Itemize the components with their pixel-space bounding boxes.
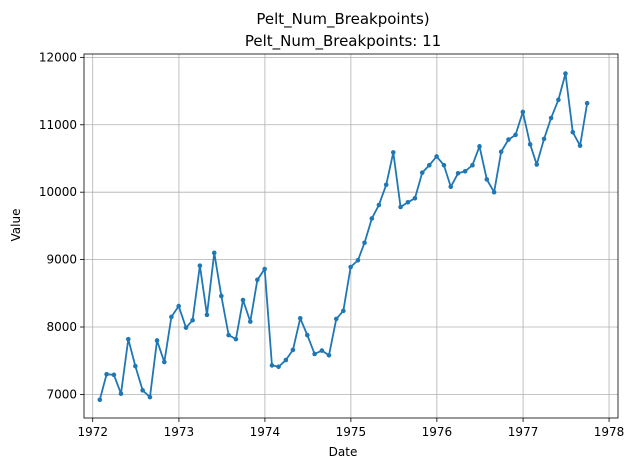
data-point [290,347,296,353]
data-point [269,363,275,368]
data-point [584,100,590,106]
chart-title: Pelt_Num_Breakpoints) [256,10,429,29]
y-tick-label: 9000 [46,253,77,267]
plot-frame [83,53,619,419]
y-axis-label: Value [9,209,23,242]
x-tick-label: 1977 [508,425,539,439]
series-line [98,72,589,401]
data-point [556,97,561,103]
data-point [348,264,353,270]
data-point [506,137,511,142]
data-point [355,257,361,263]
data-point [498,149,504,155]
data-point [570,129,576,135]
data-point [312,351,317,357]
data-point [577,143,583,148]
data-point [154,338,160,343]
data-point [376,202,382,208]
data-point [133,363,138,369]
data-point [140,388,145,393]
data-point [262,266,267,272]
x-axis-label: Date [329,445,358,459]
data-point [104,371,109,377]
data-point [484,177,490,182]
data-point [390,150,396,155]
y-tick-label: 7000 [46,387,77,401]
data-point [548,115,554,121]
x-tick-label: 1975 [336,425,367,439]
y-tick-label: 8000 [46,320,77,334]
data-point [326,353,332,358]
data-point [319,348,325,353]
data-point [226,332,231,338]
data-point [405,200,411,205]
data-point [162,359,167,365]
x-axis-ticks: 1972 1973 1974 1975 1976 1977 1978 [77,418,624,439]
data-point [462,168,468,174]
data-point [305,332,310,338]
data-point [197,263,203,268]
data-point [563,71,568,76]
x-tick-label: 1976 [422,425,453,439]
data-point [419,170,425,175]
x-tick-label: 1972 [77,425,108,439]
data-point [534,162,540,167]
y-tick-label: 10000 [39,185,77,199]
data-point [125,336,131,342]
data-point [276,364,281,370]
data-point [398,204,403,210]
data-point [219,293,224,299]
data-point [297,315,303,321]
data-point [111,372,117,378]
data-point [190,317,195,323]
data-point [513,132,518,138]
y-tick-label: 11000 [39,118,77,132]
series-value [97,71,590,403]
data-point [183,325,189,330]
x-tick-label: 1973 [164,425,195,439]
data-point [520,109,526,115]
data-point [204,312,210,318]
data-point [118,391,124,397]
data-point [333,316,339,322]
data-point [369,216,375,221]
data-point [412,195,418,201]
data-point [427,162,432,168]
data-point [477,144,482,149]
data-point [455,171,461,176]
x-tick-label: 1974 [250,425,281,439]
data-point [448,184,454,190]
data-point [541,136,547,142]
y-tick-label: 12000 [39,50,77,64]
data-point [248,319,253,324]
data-point [470,162,475,168]
y-axis-ticks: 7000 8000 9000 10000 11000 12000 [39,50,84,401]
data-point [491,189,497,195]
data-point [233,336,239,342]
data-point [176,303,181,309]
data-point [441,162,447,168]
data-point [97,397,103,403]
data-point [169,314,174,320]
data-point [240,297,246,303]
data-point [383,182,389,188]
x-tick-label: 1978 [594,425,625,439]
data-point [147,394,153,400]
data-point [211,250,217,256]
data-point [527,142,533,147]
data-point [362,240,367,246]
data-point [341,308,346,314]
data-point [434,154,439,159]
chart-subtitle: Pelt_Num_Breakpoints: 11 [245,32,441,51]
data-point [255,277,260,283]
data-point [283,357,289,363]
